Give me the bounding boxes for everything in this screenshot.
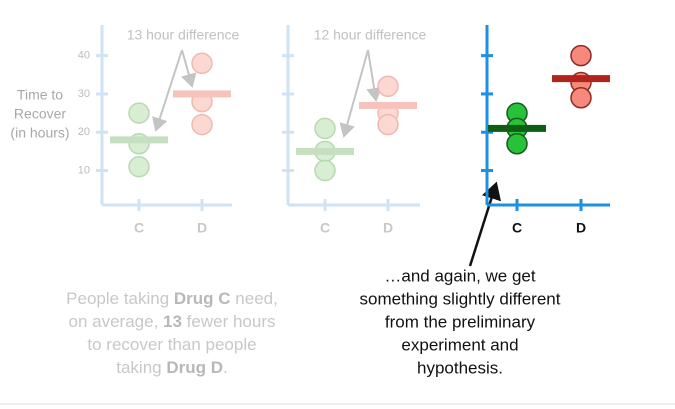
callout-line: …and again, we get (384, 266, 535, 285)
x-tick-label: D (383, 220, 393, 236)
note-segment: Drug C (174, 289, 231, 308)
point (377, 75, 399, 98)
point (314, 159, 336, 182)
mean-bar (552, 75, 610, 83)
y-tick-label: 10 (78, 164, 90, 176)
mean-bar (488, 124, 546, 132)
y-label-line: Recover (14, 106, 66, 122)
mean-bar (173, 90, 231, 98)
x-tick-label: D (576, 220, 586, 236)
arrow (181, 49, 197, 88)
callout-line: something slightly different (360, 289, 561, 308)
y-axis-label: Time to Recover (in hours) (10, 87, 69, 141)
point (506, 132, 528, 155)
y-tick-label: 40 (78, 50, 90, 62)
arrow (152, 49, 183, 132)
x-tick-label: C (320, 220, 330, 236)
callout-line: from the preliminary (385, 312, 536, 331)
y-tick-label: 30 (78, 88, 90, 100)
note-segment: 13 (163, 312, 182, 331)
note-line: on average, 13 fewer hours (69, 312, 276, 331)
arrow (339, 49, 369, 138)
y-label-line: (in hours) (10, 125, 69, 141)
point (570, 44, 592, 67)
x-tick-label: D (197, 220, 207, 236)
callout-line: experiment and (401, 335, 518, 354)
note-segment: taking (116, 358, 166, 377)
note-segment: . (223, 358, 228, 377)
mean-bar (359, 101, 417, 109)
point (314, 117, 336, 140)
point (191, 52, 213, 75)
mean-bar (296, 147, 354, 155)
note-segment: on average, (69, 312, 164, 331)
arrow (366, 49, 383, 102)
note-segment: need, (231, 289, 278, 308)
note-segment: Drug D (166, 358, 223, 377)
note-line: People taking Drug C need, (66, 289, 278, 308)
point (377, 113, 399, 136)
x-tick-label: C (512, 220, 522, 236)
y-label-line: Time to (17, 87, 63, 103)
x-tick-label: C (134, 220, 144, 236)
point (128, 102, 150, 124)
note-line: to recover than people (87, 335, 256, 354)
note-line: taking Drug D. (116, 358, 228, 377)
callout-line: hypothesis. (417, 358, 503, 377)
point (128, 155, 150, 178)
note-segment: to recover than people (87, 335, 256, 354)
note-segment: People taking (66, 289, 174, 308)
mean-bar (110, 136, 168, 144)
point (191, 113, 213, 136)
left-note: People taking Drug C need, on average, 13… (66, 289, 278, 377)
callout-arrow (468, 181, 501, 267)
annotation: 13 hour difference (127, 27, 240, 43)
y-tick-label: 20 (78, 126, 90, 138)
annotation: 12 hour difference (314, 27, 427, 43)
note-segment: fewer hours (182, 312, 276, 331)
right-note: …and again, we get something slightly dif… (360, 266, 561, 377)
point (570, 87, 592, 109)
